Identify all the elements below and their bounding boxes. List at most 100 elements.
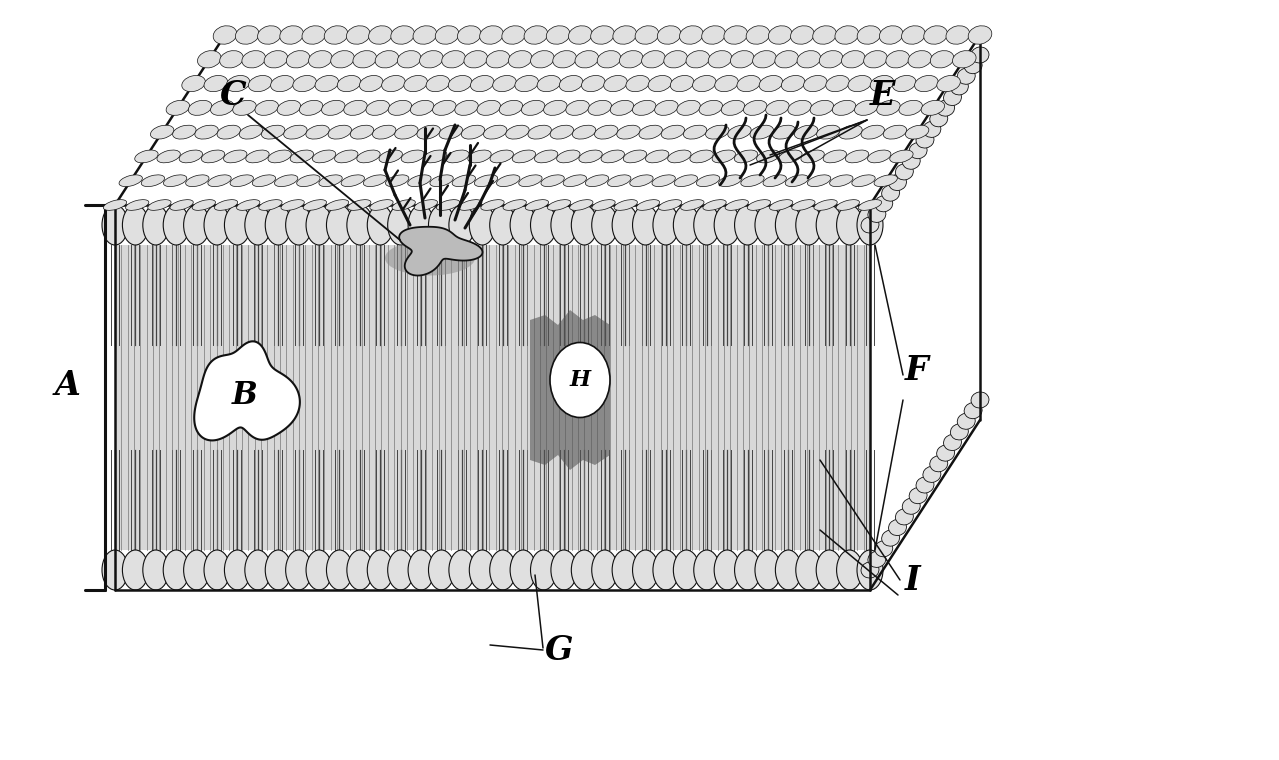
Ellipse shape (331, 51, 354, 68)
Ellipse shape (385, 240, 475, 276)
Ellipse shape (923, 122, 941, 138)
Ellipse shape (661, 125, 684, 139)
Ellipse shape (315, 75, 339, 92)
Ellipse shape (483, 125, 506, 139)
Ellipse shape (388, 205, 413, 245)
Ellipse shape (957, 413, 975, 429)
Ellipse shape (367, 205, 393, 245)
Ellipse shape (302, 26, 326, 44)
Ellipse shape (381, 75, 405, 92)
Ellipse shape (908, 51, 931, 68)
Ellipse shape (551, 550, 577, 590)
Ellipse shape (269, 150, 292, 163)
Ellipse shape (613, 550, 638, 590)
Ellipse shape (194, 125, 219, 139)
Ellipse shape (192, 200, 215, 211)
Ellipse shape (890, 150, 913, 163)
Ellipse shape (572, 550, 597, 590)
Text: E: E (870, 79, 895, 112)
Ellipse shape (458, 26, 481, 44)
Ellipse shape (436, 200, 459, 211)
Ellipse shape (677, 100, 701, 116)
Ellipse shape (950, 424, 968, 440)
Ellipse shape (188, 100, 212, 116)
Ellipse shape (477, 100, 500, 116)
Ellipse shape (794, 125, 817, 139)
Ellipse shape (848, 75, 871, 92)
Ellipse shape (524, 26, 547, 44)
Ellipse shape (579, 150, 602, 163)
Ellipse shape (553, 51, 577, 68)
Ellipse shape (104, 200, 127, 211)
Ellipse shape (944, 90, 962, 106)
Ellipse shape (257, 26, 281, 44)
Ellipse shape (185, 175, 208, 186)
Ellipse shape (861, 562, 879, 578)
Ellipse shape (312, 150, 336, 163)
Ellipse shape (265, 550, 292, 590)
Ellipse shape (693, 550, 720, 590)
Polygon shape (399, 226, 482, 276)
Ellipse shape (510, 550, 536, 590)
Ellipse shape (709, 51, 732, 68)
Ellipse shape (930, 111, 948, 127)
Ellipse shape (756, 150, 780, 163)
Ellipse shape (632, 100, 656, 116)
Ellipse shape (164, 205, 189, 245)
Ellipse shape (389, 100, 412, 116)
Text: F: F (906, 354, 929, 387)
Ellipse shape (321, 100, 345, 116)
Ellipse shape (230, 175, 253, 186)
Ellipse shape (659, 200, 682, 211)
Ellipse shape (619, 51, 643, 68)
Ellipse shape (895, 164, 913, 180)
Ellipse shape (134, 150, 159, 163)
Ellipse shape (657, 26, 680, 44)
Ellipse shape (916, 132, 934, 148)
Ellipse shape (734, 150, 757, 163)
Ellipse shape (923, 26, 948, 44)
Ellipse shape (703, 200, 726, 211)
Ellipse shape (895, 509, 913, 525)
Ellipse shape (936, 100, 954, 116)
Ellipse shape (531, 51, 554, 68)
Ellipse shape (813, 200, 838, 211)
Ellipse shape (468, 150, 491, 163)
Ellipse shape (388, 550, 413, 590)
Text: A: A (55, 369, 81, 402)
Ellipse shape (812, 26, 836, 44)
Ellipse shape (870, 75, 894, 92)
Ellipse shape (499, 100, 523, 116)
Ellipse shape (875, 540, 893, 557)
Ellipse shape (275, 175, 298, 186)
Ellipse shape (263, 51, 288, 68)
Ellipse shape (531, 550, 556, 590)
Ellipse shape (824, 150, 847, 163)
Ellipse shape (788, 100, 811, 116)
Text: H: H (569, 369, 591, 391)
Ellipse shape (737, 75, 761, 92)
Ellipse shape (816, 550, 842, 590)
Ellipse shape (836, 550, 862, 590)
Ellipse shape (242, 51, 266, 68)
Ellipse shape (179, 150, 202, 163)
Ellipse shape (375, 51, 399, 68)
Ellipse shape (946, 26, 969, 44)
Ellipse shape (836, 200, 859, 211)
Ellipse shape (728, 125, 751, 139)
Ellipse shape (486, 51, 510, 68)
Ellipse shape (541, 175, 564, 186)
Ellipse shape (551, 205, 577, 245)
Ellipse shape (303, 200, 326, 211)
Ellipse shape (526, 200, 549, 211)
Ellipse shape (505, 125, 530, 139)
Ellipse shape (842, 51, 865, 68)
Ellipse shape (654, 550, 679, 590)
Ellipse shape (696, 175, 720, 186)
Ellipse shape (816, 205, 842, 245)
Ellipse shape (417, 125, 440, 139)
Ellipse shape (318, 175, 343, 186)
Ellipse shape (712, 150, 735, 163)
Ellipse shape (916, 477, 934, 493)
Ellipse shape (326, 205, 353, 245)
